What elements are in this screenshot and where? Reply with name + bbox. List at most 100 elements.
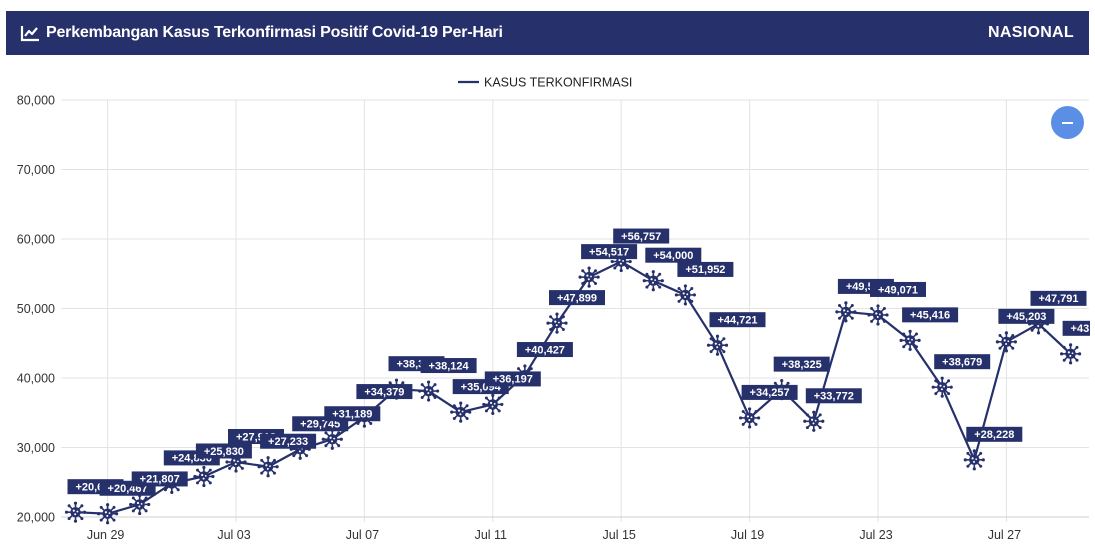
data-label-box xyxy=(356,384,413,400)
data-label-box xyxy=(581,244,638,260)
data-label-text: +51,952 xyxy=(685,264,725,276)
data-label: +38,325 xyxy=(773,356,830,372)
data-label-text: +49,071 xyxy=(878,284,918,296)
y-tick-label: 50,000 xyxy=(17,302,55,316)
data-label-box xyxy=(484,371,541,387)
data-label-box xyxy=(773,356,830,372)
data-label: +33,772 xyxy=(805,388,862,404)
data-label-text: +25,830 xyxy=(204,446,244,458)
x-tick-label: Jul 27 xyxy=(988,528,1021,542)
data-label-text: +44,721 xyxy=(717,314,757,326)
data-label-text: +54,517 xyxy=(589,246,629,258)
data-label: +28,228 xyxy=(966,426,1023,442)
data-label-text: +33,772 xyxy=(814,391,854,403)
data-point-marker[interactable] xyxy=(834,300,858,324)
data-point-marker[interactable] xyxy=(962,448,986,472)
data-label-box xyxy=(613,228,670,244)
data-label-box xyxy=(741,384,798,400)
data-point-marker[interactable] xyxy=(256,455,280,479)
legend-label[interactable]: KASUS TERKONFIRMASI xyxy=(484,76,632,90)
data-point-marker[interactable] xyxy=(930,375,954,399)
data-point-marker[interactable] xyxy=(128,493,152,516)
data-label-text: +40,427 xyxy=(525,344,565,356)
data-label: +21,807 xyxy=(131,471,188,487)
data-label-box xyxy=(677,261,734,277)
data-label: +45,416 xyxy=(902,307,959,323)
data-label-text: +38,679 xyxy=(942,356,982,368)
x-tick-label: Jun 29 xyxy=(87,528,125,542)
x-tick-label: Jul 23 xyxy=(859,528,892,542)
x-tick-label: Jul 19 xyxy=(731,528,764,542)
data-label-box xyxy=(966,426,1023,442)
data-label-box xyxy=(549,290,605,306)
data-label-box xyxy=(870,281,926,297)
chart-header: Perkembangan Kasus Terkonfirmasi Positif… xyxy=(6,11,1089,55)
y-tick-label: 70,000 xyxy=(17,163,55,177)
data-point-marker[interactable] xyxy=(577,265,601,289)
data-point-marker[interactable] xyxy=(674,283,697,307)
data-label: +54,000 xyxy=(645,247,702,263)
data-point-marker[interactable] xyxy=(641,269,665,293)
chart-title: Perkembangan Kasus Terkonfirmasi Positif… xyxy=(46,24,503,41)
data-label: +56,757 xyxy=(613,228,670,244)
data-label-text: +21,807 xyxy=(140,474,180,486)
data-label: +40,427 xyxy=(516,342,573,358)
data-label-text: +36,197 xyxy=(493,374,533,386)
data-label: +34,379 xyxy=(356,384,413,400)
data-label: +44,721 xyxy=(709,312,766,328)
data-label: +43,479 xyxy=(1062,320,1095,336)
data-label-text: +29,745 xyxy=(300,419,340,431)
data-point-marker[interactable] xyxy=(64,500,87,524)
line-chart-icon xyxy=(20,24,40,42)
x-tick-label: Jul 03 xyxy=(217,528,250,542)
data-point-marker[interactable] xyxy=(738,406,761,430)
data-point-marker[interactable] xyxy=(320,427,344,451)
collapse-button[interactable] xyxy=(1051,106,1084,139)
data-label: +25,830 xyxy=(195,443,252,459)
region-label: NASIONAL xyxy=(988,24,1074,41)
data-point-marker[interactable] xyxy=(706,333,729,357)
data-label-text: +28,228 xyxy=(974,429,1014,441)
data-label: +47,791 xyxy=(1030,290,1087,306)
data-label-text: +34,257 xyxy=(750,387,790,399)
data-label-text: +43,479 xyxy=(1071,323,1095,335)
data-point-marker[interactable] xyxy=(1059,342,1082,366)
data-label-box xyxy=(420,358,477,374)
data-label: +49,071 xyxy=(870,281,926,297)
data-point-marker[interactable] xyxy=(449,400,473,424)
data-label-text: +56,757 xyxy=(621,231,661,243)
data-label: +51,952 xyxy=(677,261,734,277)
data-point-marker[interactable] xyxy=(995,330,1018,354)
minus-icon xyxy=(1062,121,1073,124)
data-label-box xyxy=(1062,320,1090,336)
data-point-marker[interactable] xyxy=(866,303,890,327)
data-label-box xyxy=(902,307,959,323)
data-point-marker[interactable] xyxy=(417,379,441,403)
data-point-marker[interactable] xyxy=(481,393,505,416)
x-tick-label: Jul 11 xyxy=(475,528,507,542)
data-label-box xyxy=(645,247,702,263)
data-label-text: +38,325 xyxy=(782,359,822,371)
x-tick-label: Jul 07 xyxy=(346,528,379,542)
data-label-text: +45,416 xyxy=(910,310,950,322)
data-point-marker[interactable] xyxy=(802,409,826,433)
data-point-marker[interactable] xyxy=(96,502,119,526)
data-point-marker[interactable] xyxy=(898,328,922,352)
data-label-text: +38,124 xyxy=(429,360,470,372)
data-label-box xyxy=(1030,290,1087,306)
data-label: +38,679 xyxy=(934,354,991,370)
data-point-marker[interactable] xyxy=(192,465,216,488)
data-label: +27,233 xyxy=(260,433,317,449)
data-label-box xyxy=(998,308,1055,324)
data-point-marker[interactable] xyxy=(545,311,569,335)
data-label-box xyxy=(805,388,862,404)
data-label-text: +31,189 xyxy=(332,409,372,421)
data-label-text: +27,233 xyxy=(268,436,308,448)
data-label-box xyxy=(934,354,991,370)
data-label: +45,203 xyxy=(998,308,1055,324)
data-label-text: +34,379 xyxy=(364,386,404,398)
data-label: +38,124 xyxy=(420,358,477,374)
y-tick-label: 20,000 xyxy=(17,511,55,525)
data-label: +36,197 xyxy=(484,371,541,387)
